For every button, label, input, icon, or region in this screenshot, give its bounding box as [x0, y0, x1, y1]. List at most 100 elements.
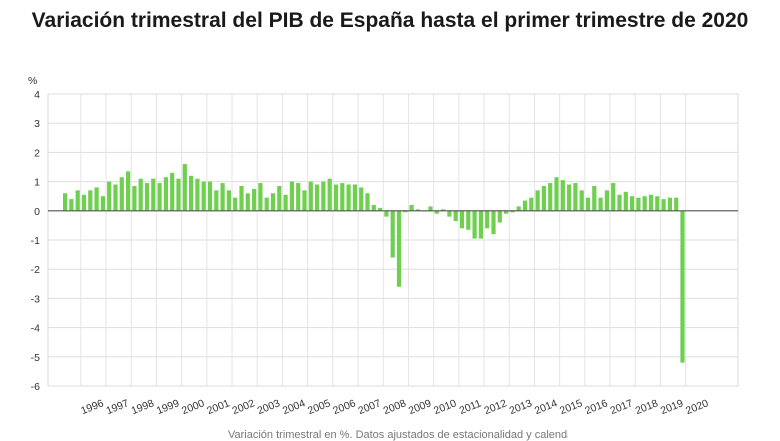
x-tick-label: 2014	[533, 397, 559, 417]
bar	[573, 183, 578, 211]
x-axis: 1996 1997 1998 1999 2000 2001 2002 2003 2004 2005…	[79, 397, 710, 417]
bar	[371, 204, 376, 211]
bar	[100, 196, 105, 211]
bar	[579, 190, 584, 211]
bar	[107, 181, 112, 211]
bar	[497, 210, 502, 223]
bar	[472, 210, 477, 239]
bar	[585, 197, 591, 211]
bar	[617, 194, 622, 211]
bar	[176, 178, 181, 211]
bar	[264, 197, 269, 211]
bar	[447, 210, 452, 217]
bar	[655, 196, 660, 211]
bar	[75, 190, 80, 211]
x-tick-label: 2009	[407, 397, 433, 417]
bar	[163, 177, 168, 211]
y-axis-unit-label: %	[28, 75, 37, 87]
y-tick-label: 4	[34, 89, 40, 101]
y-tick-label: -3	[31, 293, 40, 305]
x-tick-label: 2016	[583, 397, 609, 417]
x-tick-label: 2002	[230, 397, 256, 417]
bar	[510, 210, 515, 213]
bar	[403, 210, 408, 213]
bar	[384, 210, 389, 217]
x-tick-label: 2019	[659, 397, 685, 417]
bar	[529, 197, 534, 211]
x-tick-label: 2012	[482, 397, 508, 417]
bar	[453, 210, 458, 222]
bar	[270, 193, 276, 211]
bar	[504, 210, 509, 214]
x-tick-label: 2018	[634, 397, 660, 417]
x-tick-label: 2008	[382, 397, 408, 417]
bar	[170, 172, 175, 211]
y-axis: 4 3 2 1 0 -1 -2 -3 -4 -5 -6	[31, 89, 41, 393]
bar	[390, 210, 395, 258]
y-tick-label: -2	[31, 264, 40, 276]
bar	[126, 171, 131, 211]
bar	[604, 190, 609, 211]
y-tick-label: 2	[34, 147, 40, 159]
bar	[623, 191, 628, 211]
bar	[88, 190, 93, 211]
bar	[674, 197, 679, 211]
bar	[541, 185, 546, 211]
bar	[69, 199, 74, 211]
bar	[333, 184, 339, 211]
x-tick-label: 2013	[508, 397, 534, 417]
bar	[113, 184, 118, 211]
bar	[63, 193, 68, 211]
y-tick-label: -1	[31, 235, 40, 247]
x-tick-label: 2010	[432, 397, 458, 417]
bar	[308, 181, 313, 211]
bar	[239, 185, 244, 211]
bar	[94, 187, 99, 211]
y-tick-label: 3	[34, 118, 40, 130]
bar	[516, 206, 521, 211]
bar	[151, 178, 156, 211]
x-tick-label: 2001	[205, 397, 231, 417]
bar	[661, 199, 666, 211]
bar	[409, 204, 414, 211]
bar	[396, 210, 402, 287]
bar	[220, 183, 225, 211]
bar	[548, 183, 553, 211]
bar	[378, 207, 383, 211]
bar	[327, 178, 332, 211]
bar	[491, 210, 496, 235]
bar	[636, 197, 641, 211]
bar	[535, 190, 540, 211]
bar	[642, 196, 647, 211]
y-tick-label: 1	[34, 177, 40, 189]
bar	[214, 190, 219, 211]
bar	[441, 209, 446, 211]
bar	[302, 190, 307, 211]
bar	[359, 187, 364, 211]
bar	[226, 190, 231, 211]
bar-series	[63, 164, 685, 363]
bar	[289, 181, 294, 211]
bar	[296, 183, 301, 211]
bar	[567, 184, 572, 211]
bar	[233, 197, 238, 211]
y-tick-label: -4	[31, 323, 40, 335]
bar	[554, 177, 559, 211]
bar	[157, 183, 162, 211]
bar	[415, 209, 420, 211]
x-tick-label: 2020	[684, 397, 710, 417]
bar	[478, 210, 483, 239]
bar	[352, 184, 357, 211]
bar	[201, 181, 206, 211]
bar	[245, 193, 250, 211]
bar	[560, 180, 565, 211]
bar	[611, 183, 616, 211]
y-tick-label: -5	[31, 352, 40, 364]
bar	[189, 175, 194, 211]
x-tick-label: 1998	[130, 397, 156, 417]
bar	[81, 194, 87, 211]
y-tick-label: 0	[34, 206, 40, 218]
bar	[283, 194, 288, 211]
bar	[277, 185, 282, 211]
